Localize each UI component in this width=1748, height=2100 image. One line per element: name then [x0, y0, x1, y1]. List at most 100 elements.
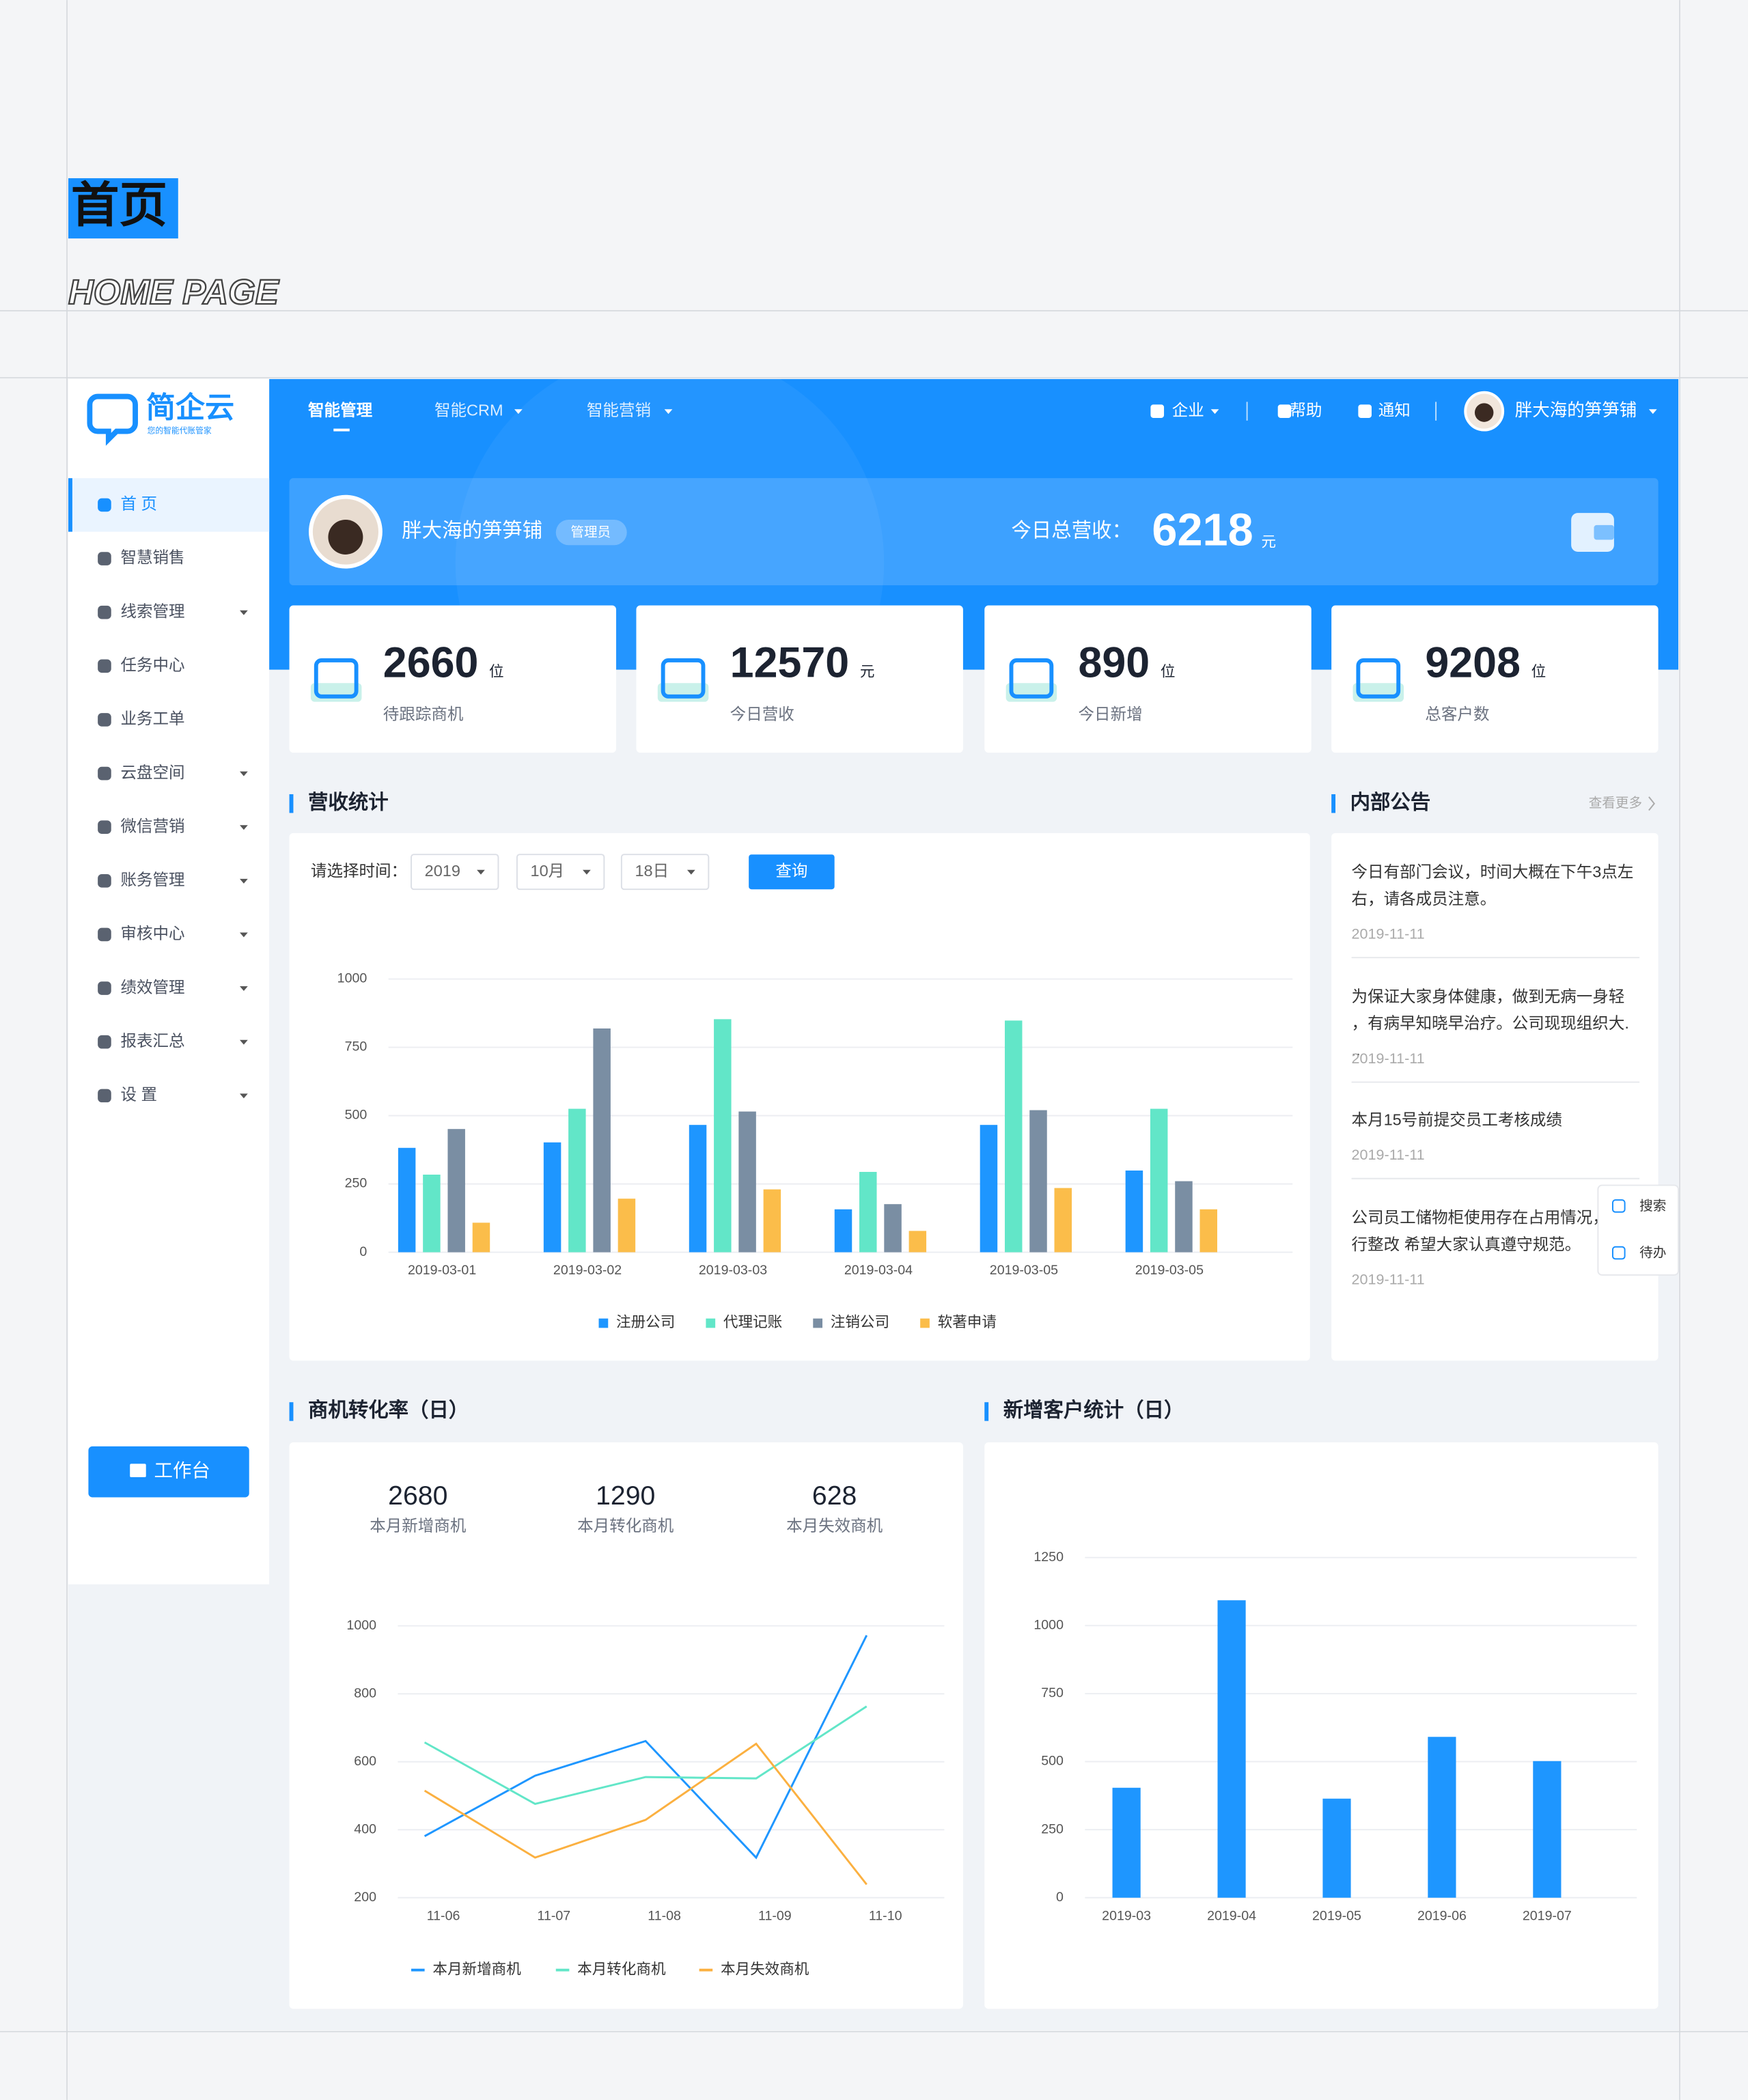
nav-right-item[interactable]: 企业 — [1172, 401, 1204, 419]
sidebar-item[interactable]: 报表汇总 — [120, 1032, 184, 1050]
bar — [1199, 1209, 1217, 1252]
legend-swatch — [920, 1318, 930, 1328]
sidebar-item[interactable]: 设 置 — [120, 1086, 157, 1104]
notice-date: 2019-11-11 — [1352, 1146, 1425, 1163]
sidebar-item[interactable]: 首 页 — [120, 495, 157, 513]
workbench-button[interactable] — [88, 1446, 249, 1498]
sidebar-item[interactable]: 微信营销 — [120, 817, 184, 835]
stat-unit: 元 — [860, 662, 875, 680]
select-box[interactable] — [620, 854, 710, 891]
revenue-unit: 元 — [1261, 533, 1276, 550]
sidebar-icon — [98, 1035, 111, 1049]
y-tick-label: 750 — [1041, 1685, 1064, 1700]
logo-name: 简企云 — [146, 391, 234, 425]
notice-line: 行整改 希望大家认真遵守规范。 — [1352, 1235, 1581, 1253]
notice-text[interactable]: 为保证大家身体健康，做到无病一身轻 ，有病早知晓早治疗。公司现现组织大... — [1352, 988, 1629, 1059]
more-link[interactable]: 查看更多 — [1589, 796, 1642, 811]
sidebar-item[interactable]: 线索管理 — [120, 602, 184, 620]
section-title: 内部公告 — [1350, 790, 1431, 813]
sidebar-item[interactable]: 智慧销售 — [120, 548, 184, 566]
nav-right-item[interactable]: 帮助 — [1290, 401, 1322, 419]
x-tick-label: 2019-03-01 — [408, 1263, 476, 1278]
select-value: 10月 — [531, 862, 565, 880]
logo-icon — [87, 393, 138, 446]
x-tick-label: 11-07 — [538, 1908, 571, 1923]
stat-label: 今日营收 — [730, 705, 794, 723]
summary-value: 1290 — [596, 1481, 655, 1511]
legend-label[interactable]: 本月失效商机 — [721, 1960, 809, 1977]
stat-icon — [661, 658, 706, 699]
bar — [1428, 1737, 1456, 1898]
x-tick-label: 2019-04 — [1207, 1908, 1256, 1923]
select-box[interactable] — [516, 854, 605, 891]
notice-line: 公司员工储物柜使用存在占用情况，进 — [1352, 1209, 1625, 1227]
legend-swatch — [813, 1318, 823, 1328]
query-label: 查询 — [775, 862, 807, 880]
sidebar-item[interactable]: 账务管理 — [120, 871, 184, 888]
banner-avatar-face — [328, 519, 363, 555]
summary-label: 本月转化商机 — [577, 1517, 674, 1535]
nav-right-item[interactable]: 通知 — [1378, 401, 1411, 419]
revenue-value: 6218 — [1152, 505, 1253, 555]
dropdown-arrow — [240, 771, 248, 776]
sidebar-item[interactable]: 云盘空间 — [120, 764, 184, 781]
bar — [763, 1189, 781, 1252]
sidebar-item[interactable]: 审核中心 — [120, 925, 184, 942]
y-tick-label: 1000 — [1033, 1617, 1064, 1632]
bar — [884, 1204, 902, 1252]
stat-icon — [314, 658, 359, 699]
stat-card — [636, 605, 963, 753]
legend-label[interactable]: 软著申请 — [938, 1313, 997, 1330]
sidebar-item[interactable]: 业务工单 — [120, 710, 184, 727]
select-value: 18日 — [635, 862, 669, 880]
query-button[interactable] — [749, 854, 835, 890]
notice-text[interactable]: 公司员工储物柜使用存在占用情况，进行整改 希望大家认真遵守规范。 — [1352, 1209, 1625, 1253]
bar — [859, 1171, 877, 1252]
sidebar-item[interactable]: 绩效管理 — [120, 978, 184, 996]
sidebar-icon — [98, 927, 111, 942]
y-tick-label: 0 — [1056, 1890, 1064, 1905]
filter-label: 请选择时间： — [311, 862, 407, 880]
role-badge — [555, 519, 627, 546]
stat-number: 9208 位 — [1425, 639, 1546, 686]
sidebar-icon — [98, 874, 111, 888]
stat-unit: 位 — [489, 662, 504, 680]
legend-label[interactable]: 注销公司 — [831, 1313, 889, 1330]
sidebar-active-bar — [68, 478, 72, 532]
x-tick-label: 11-10 — [869, 1908, 902, 1923]
nav-item[interactable]: 智能CRM — [434, 401, 503, 419]
nav-item[interactable]: 智能营销 — [587, 401, 651, 419]
nav-item[interactable]: 智能管理 — [308, 400, 373, 419]
bar — [689, 1125, 707, 1252]
float-label[interactable]: 搜索 — [1639, 1199, 1666, 1214]
float-label[interactable]: 待办 — [1639, 1246, 1666, 1261]
dropdown-arrow — [240, 1093, 248, 1099]
x-tick-label: 2019-03-03 — [699, 1263, 767, 1278]
bar — [618, 1199, 636, 1252]
sidebar-icon — [98, 659, 111, 673]
legend-label[interactable]: 本月新增商机 — [432, 1960, 521, 1977]
x-tick-label: 2019-05 — [1312, 1908, 1361, 1923]
nav-underline — [333, 428, 350, 432]
y-tick-label: 250 — [345, 1176, 367, 1191]
legend-label[interactable]: 注册公司 — [616, 1313, 675, 1330]
bar — [593, 1028, 611, 1252]
legend-label[interactable]: 代理记账 — [723, 1313, 782, 1330]
x-tick-label: 2019-06 — [1417, 1908, 1467, 1923]
notice-text[interactable]: 今日有部门会议，时间大概在下午3点左右，请各成员注意。 — [1352, 863, 1634, 908]
dropdown-arrow — [1648, 409, 1657, 415]
sidebar-icon — [98, 605, 111, 619]
stat-value: 12570 — [730, 639, 849, 686]
workbench-label: 工作台 — [154, 1459, 210, 1481]
user-name[interactable]: 胖大海的笋笋铺 — [1515, 401, 1637, 420]
select-box[interactable] — [411, 854, 499, 891]
notice-text[interactable]: 本月15号前提交员工考核成绩 — [1352, 1111, 1562, 1129]
banner-name: 胖大海的笋笋铺 — [402, 519, 542, 542]
legend-label[interactable]: 本月转化商机 — [577, 1960, 666, 1977]
sidebar-item[interactable]: 任务中心 — [120, 656, 184, 674]
stat-card — [289, 605, 617, 753]
wallet-icon — [1571, 513, 1614, 552]
bar — [1054, 1188, 1072, 1252]
